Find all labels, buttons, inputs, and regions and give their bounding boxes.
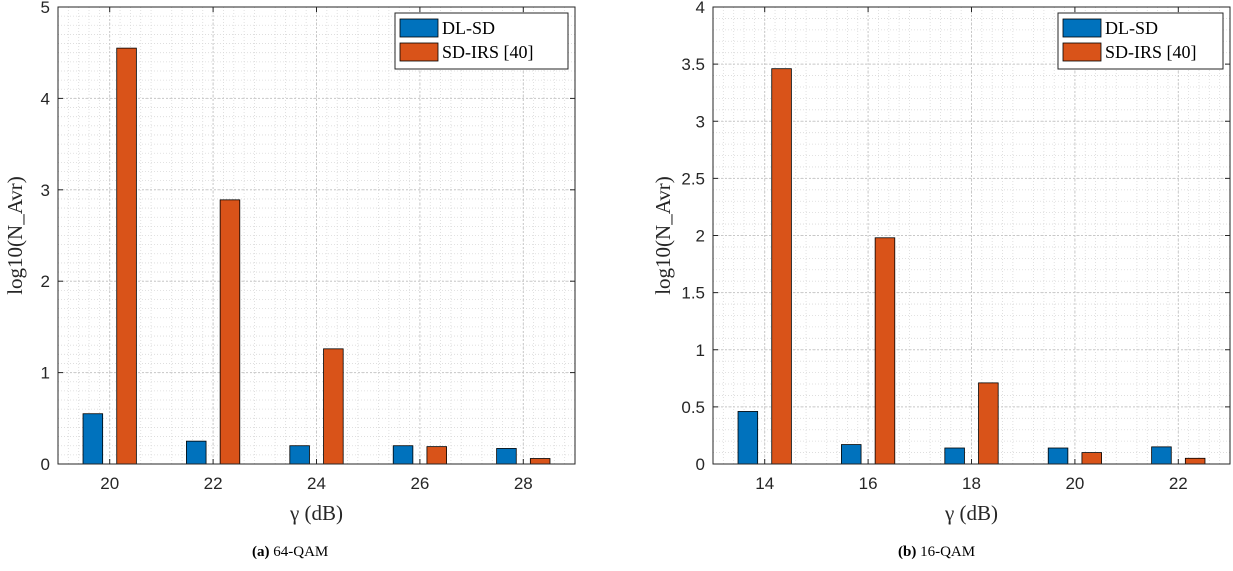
legend-swatch — [399, 18, 439, 38]
series-DL-SD — [737, 411, 1172, 465]
y-tick-label: 1.5 — [681, 284, 705, 303]
y-tick-label: 3 — [696, 112, 705, 131]
bar — [737, 411, 759, 465]
x-tick-label: 28 — [514, 474, 533, 493]
y-tick-label: 0 — [696, 455, 705, 474]
bar — [289, 445, 310, 465]
y-tick-label: 2 — [41, 272, 50, 291]
y-tick-label: 4 — [696, 0, 705, 17]
bar — [1184, 457, 1206, 465]
chart-panel-b: 0 0.5 1 1.5 2 2.5 3 3.5 4 14 16 18 20 22 γ (dB) log10(N… — [628, 0, 1233, 571]
y-tick-label: 0 — [41, 455, 50, 474]
x-axis-label: γ (dB) — [944, 501, 998, 525]
legend-swatch — [1062, 18, 1102, 38]
y-tick-label: 3 — [41, 181, 50, 200]
y-tick-label: 4 — [41, 89, 50, 108]
y-tick-label: 2 — [696, 227, 705, 246]
grid — [58, 6, 575, 465]
series-SD-IRS [40] — [771, 68, 1206, 465]
bar — [1081, 452, 1102, 465]
bar — [116, 47, 137, 465]
y-tick-label: 5 — [41, 0, 50, 17]
caption-b-tag: (b) — [898, 544, 917, 560]
x-tick-label: 22 — [1169, 474, 1188, 493]
x-tick-label: 26 — [410, 474, 429, 493]
legend: DL-SD SD-IRS [40] — [1057, 12, 1224, 70]
series-DL-SD — [82, 413, 517, 465]
x-tick-label: 20 — [100, 474, 119, 493]
bar — [1047, 447, 1069, 465]
caption-b: (b) 16-QAM — [898, 544, 975, 561]
x-tick-label: 16 — [859, 474, 878, 493]
bar — [841, 444, 862, 465]
bar — [944, 447, 965, 465]
chart-panel-a: 0 1 2 3 4 5 20 22 24 26 28 γ (dB) log10(N_Avr) DL-SD S… — [0, 0, 600, 571]
y-axis-label: log10(N_Avr) — [651, 176, 675, 295]
x-axis-label: γ (dB) — [289, 501, 343, 525]
bar — [1151, 446, 1172, 465]
bar — [82, 413, 104, 465]
bar — [186, 440, 207, 465]
legend-label: SD-IRS [40] — [1105, 42, 1197, 62]
y-tick-label: 2.5 — [681, 169, 705, 188]
bar — [529, 458, 551, 465]
x-tick-label: 18 — [962, 474, 981, 493]
bar — [392, 445, 414, 465]
bar — [426, 446, 447, 465]
caption-a: (a) 64-QAM — [252, 544, 328, 561]
x-tick-label: 22 — [204, 474, 223, 493]
caption-b-text: 16-QAM — [920, 544, 976, 560]
legend-label: DL-SD — [442, 18, 495, 38]
bar — [496, 448, 517, 465]
y-tick-label: 1 — [41, 364, 50, 383]
caption-a-tag: (a) — [252, 544, 270, 560]
series-SD-IRS [40] — [116, 47, 551, 465]
y-tick-label: 3.5 — [681, 55, 705, 74]
chart-a-svg: 0 1 2 3 4 5 20 22 24 26 28 γ (dB) log10(N_Avr) DL-SD S… — [3, 0, 576, 525]
legend-swatch — [399, 42, 439, 62]
y-tick-label: 1 — [696, 341, 705, 360]
legend-swatch — [1062, 42, 1102, 62]
bar — [323, 348, 344, 465]
caption-a-text: 64-QAM — [273, 544, 329, 560]
x-tick-label: 14 — [755, 474, 774, 493]
grid — [713, 6, 1230, 465]
bar — [771, 68, 792, 465]
bar — [978, 382, 999, 465]
bar — [874, 237, 896, 465]
bar — [219, 199, 241, 465]
x-tick-label: 24 — [307, 474, 326, 493]
legend: DL-SD SD-IRS [40] — [394, 12, 569, 70]
legend-label: DL-SD — [1105, 18, 1158, 38]
y-axis-label: log10(N_Avr) — [3, 176, 27, 295]
y-tick-label: 0.5 — [681, 398, 705, 417]
chart-b-svg: 0 0.5 1 1.5 2 2.5 3 3.5 4 14 16 18 20 22 γ (dB) log10(N… — [651, 0, 1231, 525]
x-tick-label: 20 — [1065, 474, 1084, 493]
legend-label: SD-IRS [40] — [442, 42, 534, 62]
